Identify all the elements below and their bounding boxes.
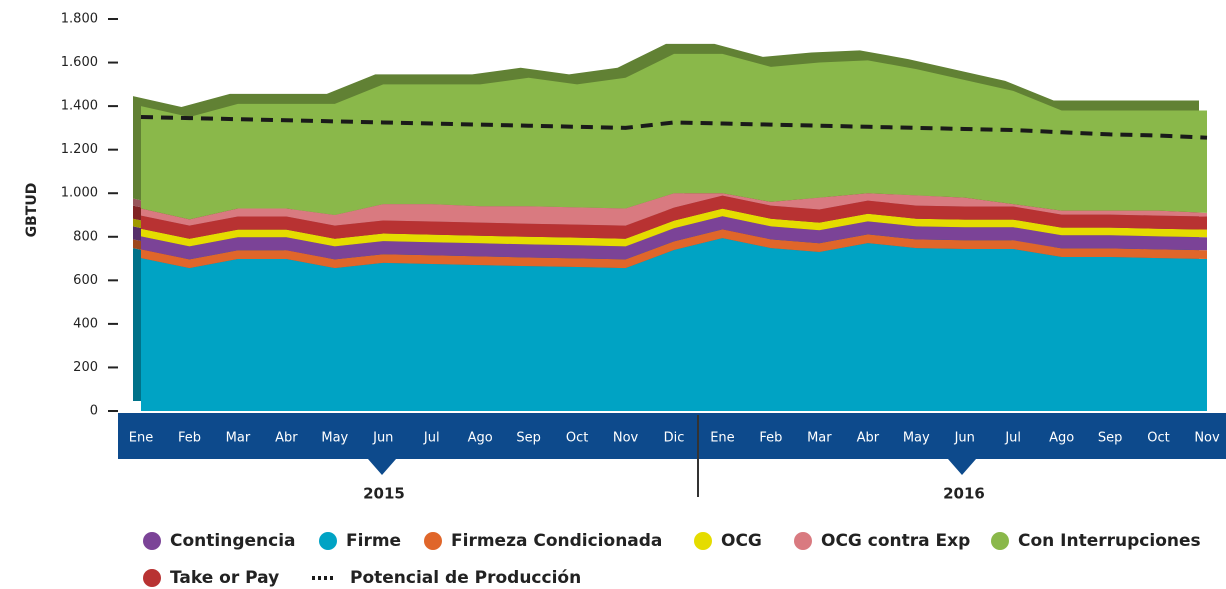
legend-label: Con Interrupciones — [1018, 531, 1201, 551]
legend-label: Take or Pay — [170, 568, 279, 588]
y-tick-label: 600 — [73, 273, 98, 288]
y-tick-label: 400 — [73, 316, 98, 331]
legend-label: Contingencia — [170, 531, 296, 551]
x-tick-label: May — [321, 431, 348, 446]
x-tick-label: Mar — [226, 431, 251, 446]
x-tick-label: Jul — [423, 431, 440, 446]
area — [141, 195, 1207, 239]
y-tick-label: 0 — [90, 404, 98, 419]
legend-label: OCG — [721, 531, 762, 551]
legend-swatch — [319, 532, 337, 550]
area — [141, 238, 1207, 411]
y-tick-label: 1.600 — [61, 55, 98, 70]
x-tick-label: Mar — [807, 431, 832, 446]
legend-swatch — [143, 569, 161, 587]
area — [141, 216, 1207, 260]
x-tick-label: Sep — [1098, 431, 1123, 446]
x-axis-band — [118, 413, 1226, 459]
area — [141, 193, 1207, 226]
x-tick-label: Ene — [129, 431, 153, 446]
y-tick-label: 1.200 — [61, 142, 98, 157]
x-tick-label: Sep — [516, 431, 541, 446]
legend-label: Firmeza Condicionada — [451, 531, 662, 551]
x-tick-label: Nov — [613, 431, 639, 446]
y-tick-label: 1.400 — [61, 99, 98, 114]
x-tick-label: Abr — [275, 431, 298, 446]
x-tick-label: Abr — [857, 431, 880, 446]
y-axis-label: GBTUD — [24, 183, 40, 238]
legend-swatch — [991, 532, 1009, 550]
legend-label: OCG contra Exp — [821, 531, 970, 551]
area — [141, 208, 1207, 247]
y-tick-label: 1.800 — [61, 12, 98, 27]
x-tick-label: Jun — [954, 431, 975, 446]
x-tick-label: Feb — [759, 431, 782, 446]
legend-swatch — [794, 532, 812, 550]
legend-swatch — [694, 532, 712, 550]
legend-label: Firme — [346, 531, 401, 551]
y-tick-label: 200 — [73, 360, 98, 375]
area — [141, 53, 1207, 220]
x-tick-label: Ago — [468, 431, 493, 446]
x-tick-label: Dic — [664, 431, 685, 446]
y-tick-label: 800 — [73, 229, 98, 244]
x-tick-label: May — [903, 431, 930, 446]
year-label: 2016 — [943, 485, 985, 503]
x-tick-label: Oct — [566, 431, 588, 446]
x-tick-label: Ago — [1049, 431, 1074, 446]
year-label: 2015 — [363, 485, 405, 503]
area — [141, 229, 1207, 269]
line — [140, 115, 1208, 140]
year-pointer — [368, 459, 396, 475]
x-tick-label: Nov — [1194, 431, 1220, 446]
x-tick-label: Jun — [372, 431, 393, 446]
legend-swatch — [424, 532, 442, 550]
legend-swatch — [143, 532, 161, 550]
x-tick-label: Oct — [1147, 431, 1169, 446]
legend-label: Potencial de Producción — [350, 568, 581, 588]
x-tick-label: Jul — [1004, 431, 1021, 446]
y-tick-label: 1.000 — [61, 186, 98, 201]
x-tick-label: Feb — [178, 431, 201, 446]
year-pointer — [948, 459, 976, 475]
x-tick-label: Ene — [710, 431, 734, 446]
